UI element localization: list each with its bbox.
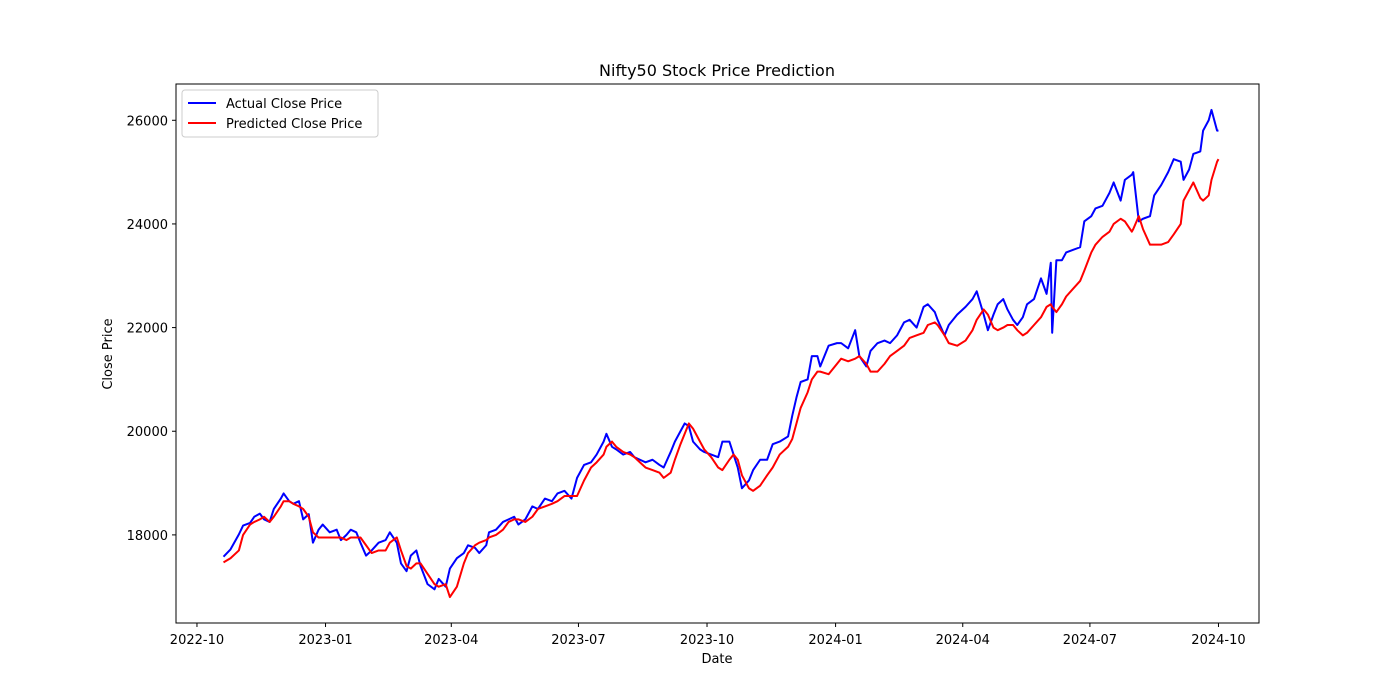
x-tick-label: 2023-04 — [424, 633, 478, 648]
x-tick-label: 2023-01 — [298, 633, 352, 648]
y-tick-label: 22000 — [127, 322, 168, 337]
y-tick-label: 18000 — [127, 529, 168, 544]
series-line-predicted — [223, 158, 1220, 599]
x-tick-label: 2024-07 — [1063, 633, 1117, 648]
legend: Actual Close Price Predicted Close Price — [181, 89, 379, 138]
plot-frame — [175, 83, 1260, 624]
plot-area — [222, 108, 1220, 599]
x-tick-label: 2023-10 — [680, 633, 734, 648]
y-tick-label: 26000 — [127, 114, 168, 129]
series-line-actual — [222, 108, 1219, 591]
legend-box — [181, 89, 379, 138]
x-tick-label: 2024-10 — [1191, 633, 1245, 648]
legend-label-predicted: Predicted Close Price — [226, 117, 362, 132]
x-tick-label: 2024-04 — [936, 633, 990, 648]
x-tick-label: 2022-10 — [170, 633, 224, 648]
y-tick-label: 24000 — [127, 218, 168, 233]
x-tick-label: 2024-01 — [808, 633, 862, 648]
y-axis: 18000 20000 22000 24000 26000 — [127, 114, 176, 544]
y-axis-title: Close Price — [101, 318, 116, 389]
x-axis-title: Date — [701, 652, 732, 667]
legend-label-actual: Actual Close Price — [226, 97, 342, 112]
x-tick-label: 2023-07 — [551, 633, 605, 648]
chart-title: Nifty50 Stock Price Prediction — [599, 61, 835, 80]
y-tick-label: 20000 — [127, 425, 168, 440]
x-axis: 2022-10 2023-01 2023-04 2023-07 2023-10 2024-… — [170, 623, 1246, 648]
